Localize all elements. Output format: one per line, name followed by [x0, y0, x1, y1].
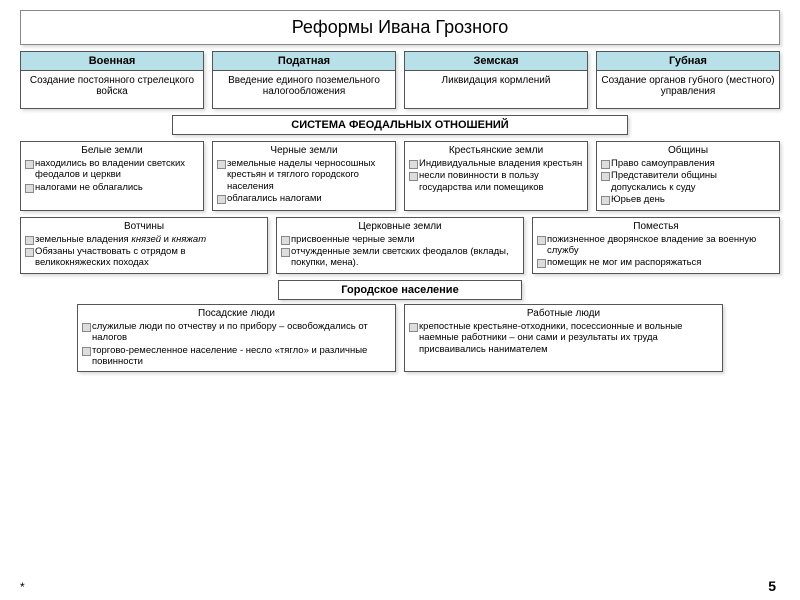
- reform-body: Введение единого поземельного налогообло…: [212, 71, 396, 109]
- info-box: Общины Право самоуправленияПредставители …: [596, 141, 780, 211]
- reform-col: ЗемскаяЛиквидация кормлений: [404, 51, 588, 109]
- box-list-item: Обязаны участвовать с отрядом в великокн…: [25, 246, 263, 269]
- box-list: служилые люди по отчеству и по прибору –…: [82, 321, 391, 368]
- box-head: Черные земли: [217, 145, 391, 156]
- city-header: Городское население: [278, 280, 521, 300]
- box-list-item: торгово-ремесленное население - несло «т…: [82, 345, 391, 368]
- box-list-item: крепостные крестьяне-отходники, посессио…: [409, 321, 718, 355]
- reform-col: ГубнаяСоздание органов губного (местного…: [596, 51, 780, 109]
- box-list-item: Представители общины допускались к суду: [601, 170, 775, 193]
- reform-head: Земская: [404, 51, 588, 71]
- box-list: находились во владении светских феодалов…: [25, 158, 199, 193]
- reform-head: Губная: [596, 51, 780, 71]
- box-head: Белые земли: [25, 145, 199, 156]
- info-box: Поместья пожизненное дворянское владение …: [532, 217, 780, 274]
- box-list-item: отчужденные земли светских феодалов (вкл…: [281, 246, 519, 269]
- box-list: крепостные крестьяне-отходники, посессио…: [409, 321, 718, 355]
- box-list-item: земельные владения князей и княжат: [25, 234, 263, 245]
- box-list-item: Право самоуправления: [601, 158, 775, 169]
- info-box: Крестьянские земли Индивидуальные владени…: [404, 141, 588, 211]
- info-box: Посадские люди служилые люди по отчеству …: [77, 304, 396, 373]
- info-box: Вотчины земельные владения князей и княжа…: [20, 217, 268, 274]
- box-list: Индивидуальные владения крестьяннесли по…: [409, 158, 583, 193]
- box-list-item: облагались налогами: [217, 193, 391, 204]
- reform-body: Создание постоянного стрелецкого войска: [20, 71, 204, 109]
- box-list-item: налогами не облагались: [25, 182, 199, 193]
- box-list-item: пожизненное дворянское владение за военн…: [537, 234, 775, 257]
- reforms-row: ВоеннаяСоздание постоянного стрелецкого …: [20, 51, 780, 109]
- info-box: Черные земли земельные наделы черносошных…: [212, 141, 396, 211]
- box-list-item: находились во владении светских феодалов…: [25, 158, 199, 181]
- box-list: земельные наделы черносошных крестьян и …: [217, 158, 391, 205]
- reform-col: ПодатнаяВведение единого поземельного на…: [212, 51, 396, 109]
- box-list: Право самоуправленияПредставители общины…: [601, 158, 775, 206]
- box-head: Общины: [601, 145, 775, 156]
- box-list: пожизненное дворянское владение за военн…: [537, 234, 775, 269]
- box-list: земельные владения князей и княжатОбязан…: [25, 234, 263, 269]
- feudal-row-2: Вотчины земельные владения князей и княжа…: [20, 217, 780, 274]
- reform-head: Податная: [212, 51, 396, 71]
- feudal-header: СИСТЕМА ФЕОДАЛЬНЫХ ОТНОШЕНИЙ: [172, 115, 628, 135]
- info-box: Церковные земли присвоенные черные землио…: [276, 217, 524, 274]
- reform-body: Ликвидация кормлений: [404, 71, 588, 109]
- box-head: Крестьянские земли: [409, 145, 583, 156]
- box-list-item: Юрьев день: [601, 194, 775, 205]
- reform-body: Создание органов губного (местного) упра…: [596, 71, 780, 109]
- box-list-item: служилые люди по отчеству и по прибору –…: [82, 321, 391, 344]
- info-box: Работные люди крепостные крестьяне-отходн…: [404, 304, 723, 373]
- box-head: Посадские люди: [82, 308, 391, 319]
- feudal-row-1: Белые земли находились во владении светск…: [20, 141, 780, 211]
- city-row: Посадские люди служилые люди по отчеству …: [77, 304, 723, 373]
- box-head: Вотчины: [25, 221, 263, 232]
- info-box: Белые земли находились во владении светск…: [20, 141, 204, 211]
- reform-col: ВоеннаяСоздание постоянного стрелецкого …: [20, 51, 204, 109]
- asterisk: *: [20, 580, 25, 594]
- page-number: 5: [768, 578, 776, 594]
- box-head: Работные люди: [409, 308, 718, 319]
- box-list-item: Индивидуальные владения крестьян: [409, 158, 583, 169]
- box-list-item: земельные наделы черносошных крестьян и …: [217, 158, 391, 192]
- box-head: Поместья: [537, 221, 775, 232]
- box-list: присвоенные черные землиотчужденные земл…: [281, 234, 519, 269]
- box-head: Церковные земли: [281, 221, 519, 232]
- page-title: Реформы Ивана Грозного: [20, 10, 780, 45]
- reform-head: Военная: [20, 51, 204, 71]
- box-list-item: несли повинности в пользу государства ил…: [409, 170, 583, 193]
- box-list-item: присвоенные черные земли: [281, 234, 519, 245]
- box-list-item: помещик не мог им распоряжаться: [537, 257, 775, 268]
